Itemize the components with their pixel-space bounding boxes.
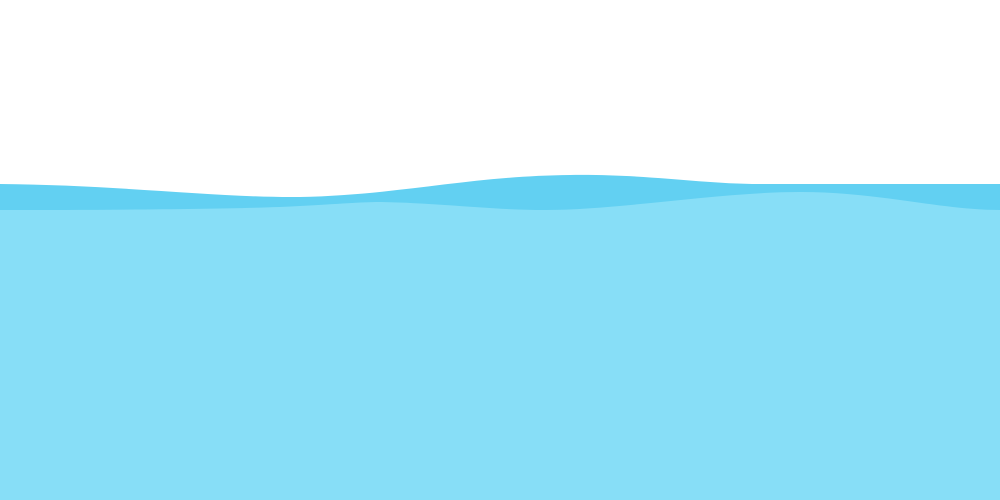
front-wave: [0, 192, 1000, 500]
